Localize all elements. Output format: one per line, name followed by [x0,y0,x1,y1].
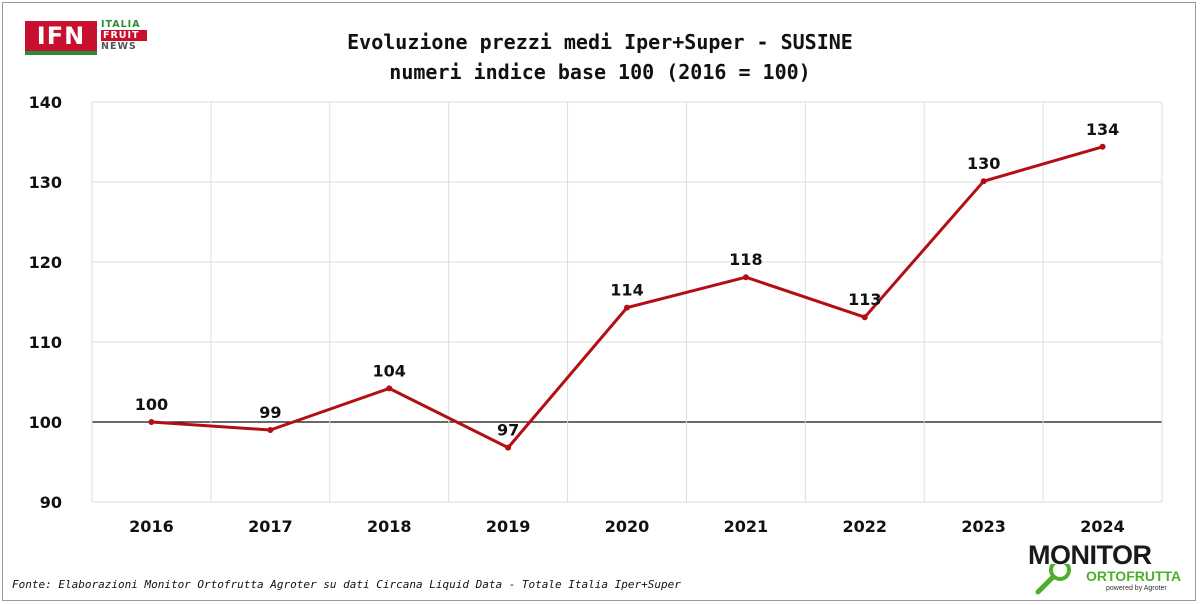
x-tick-label: 2022 [843,517,888,536]
y-tick-label: 100 [29,413,62,432]
data-point [1099,143,1106,150]
data-label: 114 [610,281,643,300]
monitor-logo-main: MONITOR [1028,540,1152,570]
data-point [980,178,987,185]
x-tick-label: 2016 [129,517,174,536]
magnifier-icon [1035,564,1071,595]
data-point [386,385,393,392]
data-point [861,314,868,321]
ifn-logo-mark: IFN [25,21,97,55]
x-tick-label: 2021 [724,517,769,536]
ifn-logo-italia: ITALIA [101,19,141,30]
data-point [267,427,274,433]
ifn-logo: IFN ITALIA FRUIT NEWS [25,19,147,55]
data-label: 100 [135,395,168,414]
x-tick-label: 2024 [1080,517,1125,536]
data-point [505,444,512,451]
x-tick-label: 2023 [961,517,1006,536]
chart-subtitle: numeri indice base 100 (2016 = 100) [389,60,811,84]
x-tick-label: 2019 [486,517,531,536]
ifn-logo-words: ITALIA FRUIT NEWS [101,19,147,52]
y-tick-label: 120 [29,253,62,272]
y-tick-label: 130 [29,173,62,192]
x-tick-label: 2017 [248,517,293,536]
monitor-ortofrutta-logo: MONITOR ORTOFRUTTA powered by Agroter [1028,540,1188,596]
data-label: 134 [1086,120,1119,139]
y-tick-label: 140 [29,93,62,112]
data-label: 118 [729,250,762,269]
y-tick-label: 90 [40,493,62,512]
monitor-logo-tag: powered by Agroter [1106,585,1167,592]
data-label: 97 [497,421,519,440]
monitor-logo-sub: ORTOFRUTTA [1086,568,1182,584]
data-point [148,419,155,425]
y-tick-label: 110 [29,333,62,352]
ifn-logo-fruit: FRUIT [101,30,147,41]
ifn-logo-news: NEWS [101,41,137,52]
data-label: 130 [967,154,1000,173]
x-tick-label: 2018 [367,517,412,536]
data-label: 113 [848,290,881,309]
chart-title: Evoluzione prezzi medi Iper+Super - SUSI… [347,30,853,54]
source-note: Fonte: Elaborazioni Monitor Ortofrutta A… [12,578,681,591]
data-point [742,274,749,281]
data-label: 99 [259,403,281,422]
x-tick-label: 2020 [605,517,650,536]
data-label: 104 [373,361,406,380]
data-point [624,304,630,311]
